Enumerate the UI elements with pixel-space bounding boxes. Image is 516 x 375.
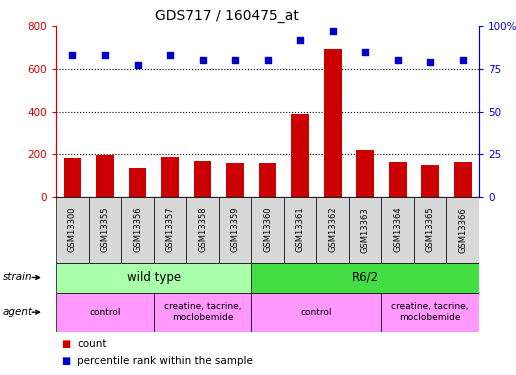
Bar xyxy=(414,197,446,262)
Text: GSM13365: GSM13365 xyxy=(426,207,434,252)
Bar xyxy=(219,197,251,262)
Text: GSM13355: GSM13355 xyxy=(101,207,109,252)
Text: wild type: wild type xyxy=(127,271,181,284)
Point xyxy=(101,52,109,58)
Bar xyxy=(316,197,349,262)
Text: agent: agent xyxy=(3,307,33,317)
Bar xyxy=(154,197,186,262)
Bar xyxy=(161,158,179,197)
Bar xyxy=(186,197,219,262)
Text: GSM13366: GSM13366 xyxy=(458,207,467,253)
Point xyxy=(199,57,207,63)
Bar xyxy=(226,163,244,197)
Point xyxy=(68,52,77,58)
Bar xyxy=(63,159,82,197)
Text: creatine, tacrine,
moclobemide: creatine, tacrine, moclobemide xyxy=(391,303,469,322)
Point xyxy=(296,37,304,43)
Text: control: control xyxy=(300,308,332,316)
Point xyxy=(263,57,271,63)
Bar xyxy=(284,197,316,262)
Bar xyxy=(251,197,284,262)
Text: GSM13359: GSM13359 xyxy=(231,207,239,252)
Text: GDS717 / 160475_at: GDS717 / 160475_at xyxy=(155,9,299,23)
Point xyxy=(133,63,141,69)
Bar xyxy=(121,197,154,262)
Text: creatine, tacrine,
moclobemide: creatine, tacrine, moclobemide xyxy=(164,303,241,322)
Bar xyxy=(454,162,472,197)
Bar xyxy=(356,150,374,197)
Text: control: control xyxy=(89,308,121,316)
Point xyxy=(328,28,336,34)
Text: GSM13356: GSM13356 xyxy=(133,207,142,252)
Bar xyxy=(446,197,479,262)
Text: R6/2: R6/2 xyxy=(351,271,379,284)
Bar xyxy=(381,197,414,262)
Bar xyxy=(154,292,251,332)
Point xyxy=(166,52,174,58)
Bar xyxy=(194,160,212,197)
Text: GSM13364: GSM13364 xyxy=(393,207,402,252)
Text: GSM13360: GSM13360 xyxy=(263,207,272,252)
Text: ■: ■ xyxy=(61,356,71,366)
Bar xyxy=(381,292,479,332)
Bar xyxy=(96,155,114,197)
Point xyxy=(361,49,369,55)
Bar xyxy=(56,197,89,262)
Bar xyxy=(349,197,381,262)
Text: count: count xyxy=(77,339,106,349)
Text: percentile rank within the sample: percentile rank within the sample xyxy=(77,356,253,366)
Text: GSM13362: GSM13362 xyxy=(328,207,337,252)
Bar xyxy=(259,163,277,197)
Point xyxy=(231,57,239,63)
Bar xyxy=(291,114,309,197)
Text: GSM13300: GSM13300 xyxy=(68,207,77,252)
Bar xyxy=(128,168,147,197)
Bar xyxy=(324,49,342,197)
Text: GSM13357: GSM13357 xyxy=(166,207,174,252)
Text: ■: ■ xyxy=(61,339,71,349)
Bar xyxy=(89,197,121,262)
Point xyxy=(394,57,402,63)
Bar xyxy=(251,262,479,292)
Text: GSM13363: GSM13363 xyxy=(361,207,369,253)
Point xyxy=(426,59,434,65)
Text: GSM13358: GSM13358 xyxy=(198,207,207,252)
Bar xyxy=(251,292,381,332)
Point xyxy=(458,57,466,63)
Bar xyxy=(56,262,251,292)
Text: strain: strain xyxy=(3,273,32,282)
Bar xyxy=(421,165,439,197)
Text: GSM13361: GSM13361 xyxy=(296,207,304,252)
Bar xyxy=(56,292,154,332)
Bar xyxy=(389,162,407,197)
